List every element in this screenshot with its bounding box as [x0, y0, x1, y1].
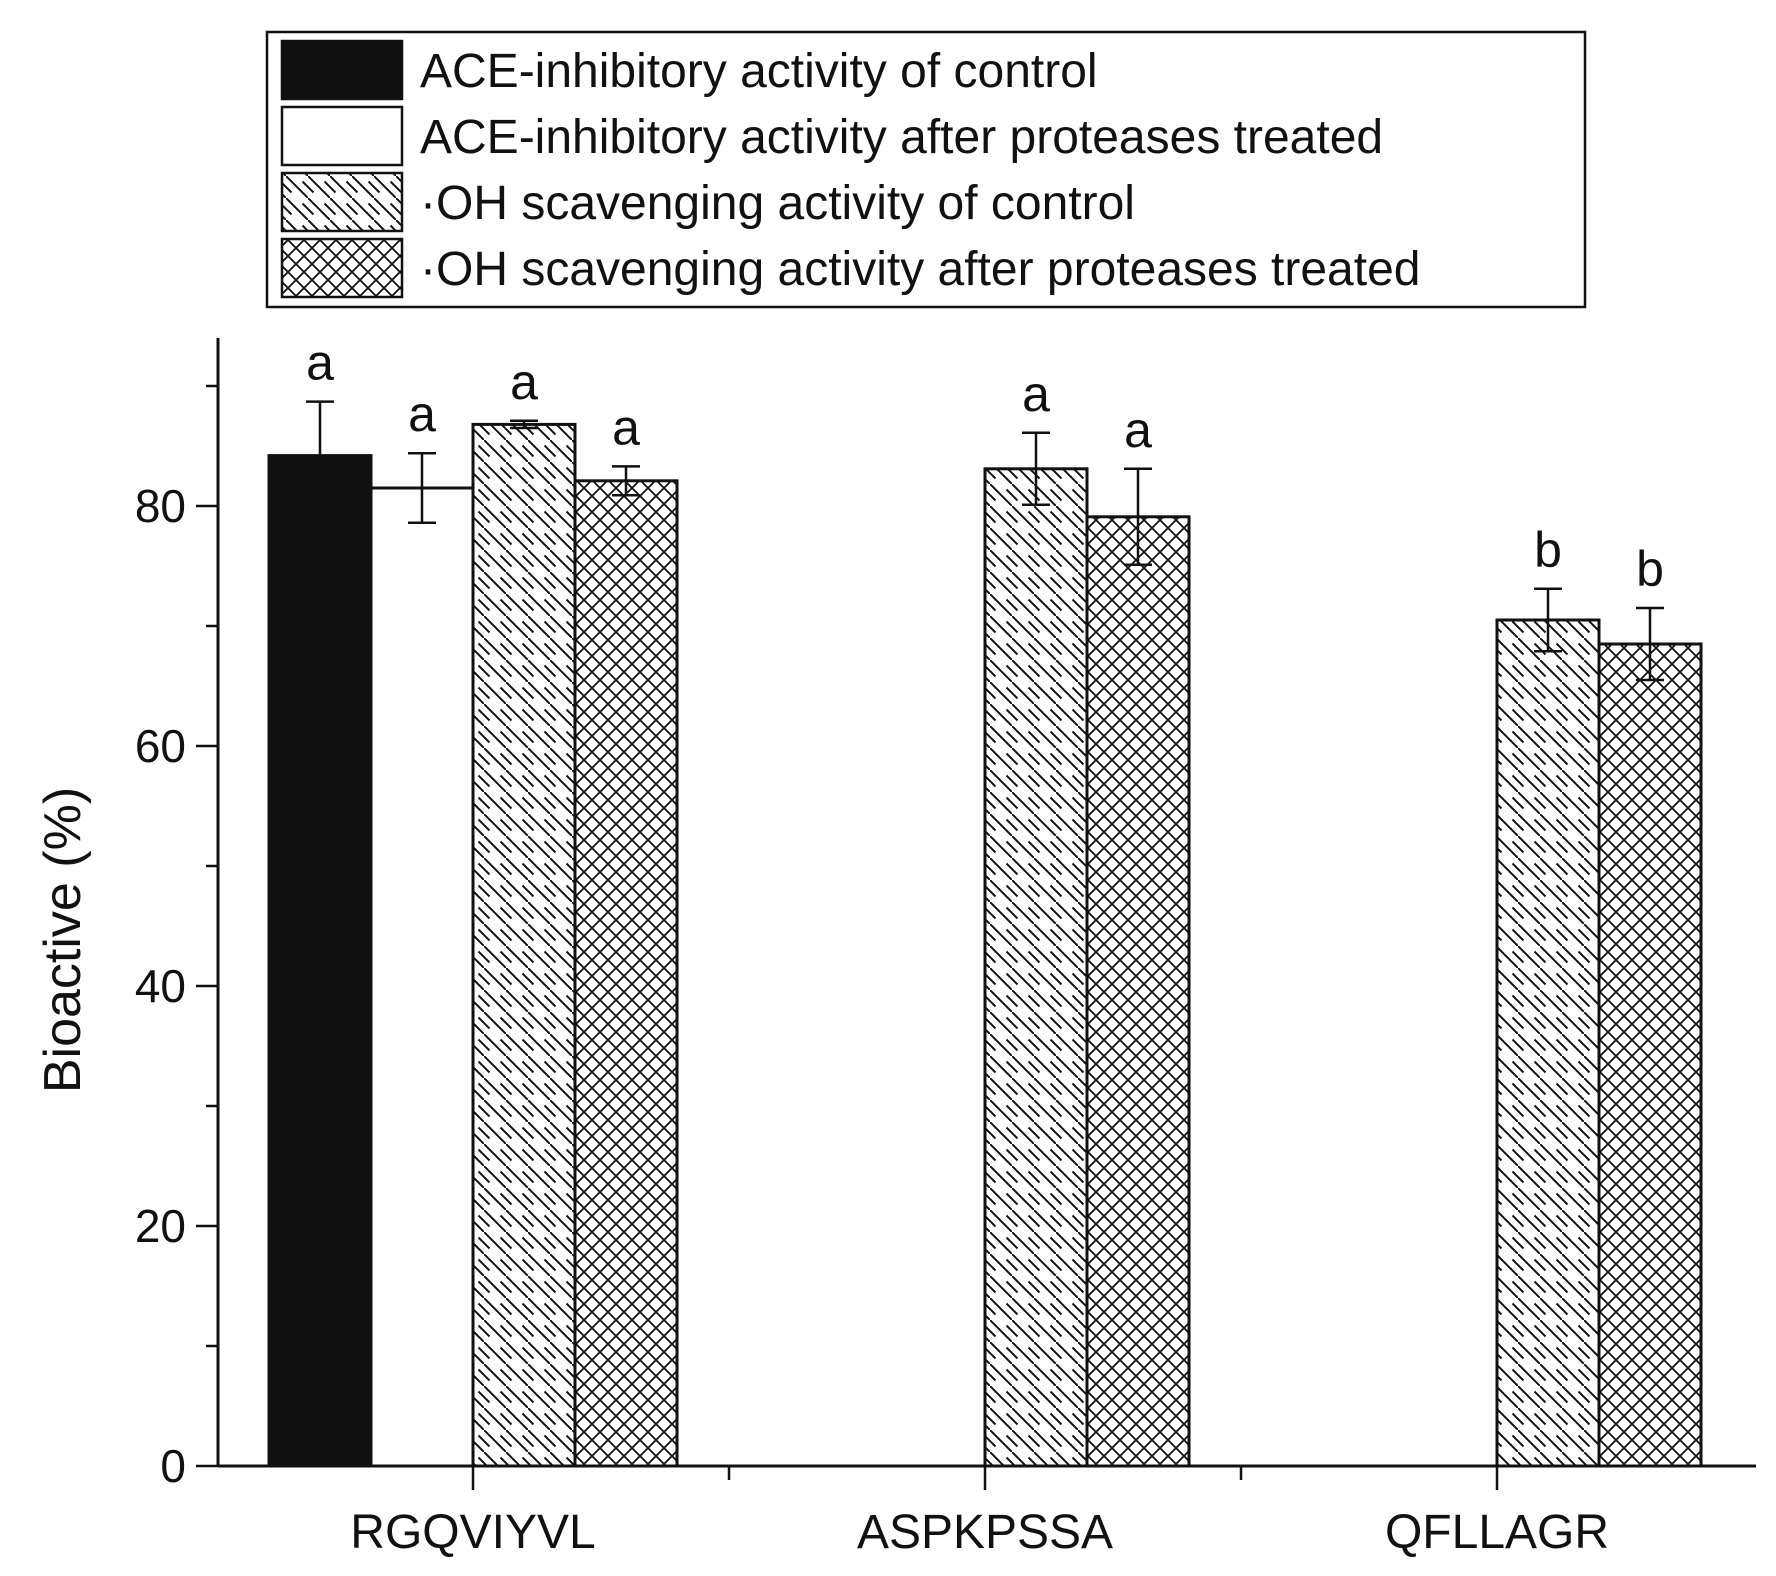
legend-swatch [280, 237, 404, 299]
x-tick-label: ASPKPSSA [857, 1506, 1113, 1559]
legend-swatch [280, 39, 404, 101]
error-bars [306, 400, 1664, 682]
bar [573, 479, 679, 1468]
legend: ACE-inhibitory activity of control ACE-in… [265, 30, 1587, 309]
bar [1085, 515, 1191, 1468]
y-tick-label: 60 [135, 720, 186, 772]
significance-label: a [510, 354, 538, 410]
bar [471, 422, 577, 1468]
y-axis: 0 20 40 60 80 [135, 338, 220, 1492]
significance-label: a [1124, 402, 1152, 458]
significance-label: a [306, 335, 334, 391]
bar [1597, 642, 1703, 1468]
legend-label: ACE-inhibitory activity after proteases … [420, 111, 1383, 164]
legend-frame [265, 30, 1587, 309]
significance-label: a [408, 386, 436, 442]
legend-swatch [280, 171, 404, 233]
significance-label: b [1534, 522, 1562, 578]
legend-label: ·OH scavenging activity after proteases … [420, 243, 1420, 296]
legend-swatch [280, 105, 404, 167]
y-tick-label: 0 [160, 1440, 186, 1492]
y-tick-label: 80 [135, 480, 186, 532]
significance-label: b [1636, 541, 1664, 597]
legend-label: ·OH scavenging activity of control [420, 177, 1135, 230]
significance-label: a [1022, 366, 1050, 422]
bar [369, 486, 475, 1468]
bar [983, 467, 1089, 1468]
x-tick-label: QFLLAGR [1385, 1506, 1609, 1559]
bars [267, 422, 1703, 1468]
x-axis: RGQVIYVL ASPKPSSA QFLLAGR [218, 1464, 1756, 1559]
y-axis-title: Bioactive (%) [34, 787, 92, 1093]
significance-label: a [612, 399, 640, 455]
significance-labels: a a a a b a a b [306, 335, 1664, 597]
y-tick-label: 40 [135, 960, 186, 1012]
bar [1495, 618, 1601, 1468]
y-tick-label: 20 [135, 1200, 186, 1252]
legend-label: ACE-inhibitory activity of control [420, 45, 1098, 98]
bar [267, 454, 373, 1468]
x-tick-label: RGQVIYVL [350, 1506, 595, 1559]
